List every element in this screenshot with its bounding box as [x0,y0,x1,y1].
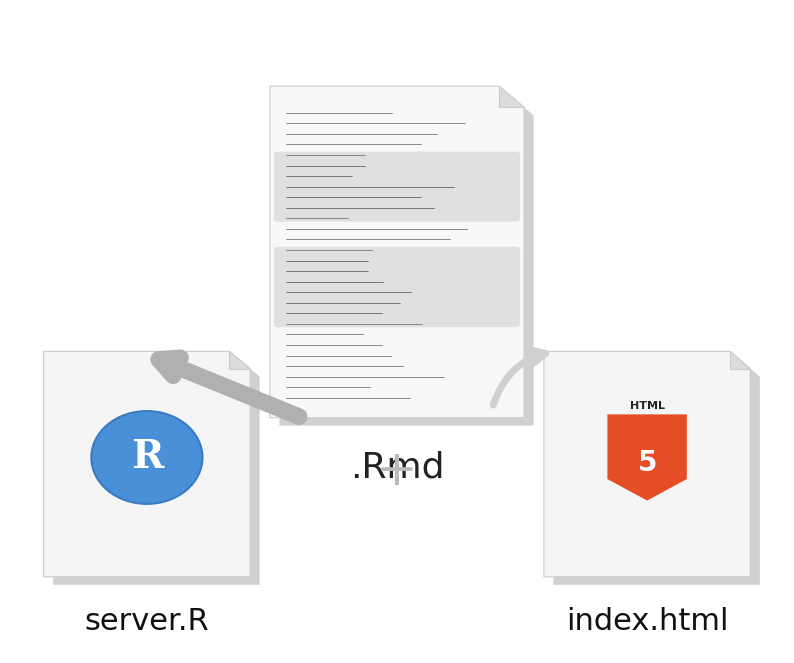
FancyBboxPatch shape [274,247,520,328]
Text: HTML: HTML [630,401,665,411]
Polygon shape [499,86,524,107]
Polygon shape [279,94,534,426]
Polygon shape [44,351,250,577]
Circle shape [91,411,202,504]
Polygon shape [229,351,250,369]
Text: 5: 5 [638,449,657,477]
Text: +: + [376,447,418,495]
Polygon shape [607,414,687,501]
Polygon shape [730,351,750,369]
Polygon shape [544,351,750,577]
Polygon shape [553,359,760,585]
Text: .Rmd: .Rmd [349,451,445,485]
FancyBboxPatch shape [274,152,520,221]
Text: server.R: server.R [84,607,210,636]
Polygon shape [53,359,260,585]
Polygon shape [270,86,524,418]
Text: index.html: index.html [566,607,728,636]
Text: R: R [131,438,163,477]
